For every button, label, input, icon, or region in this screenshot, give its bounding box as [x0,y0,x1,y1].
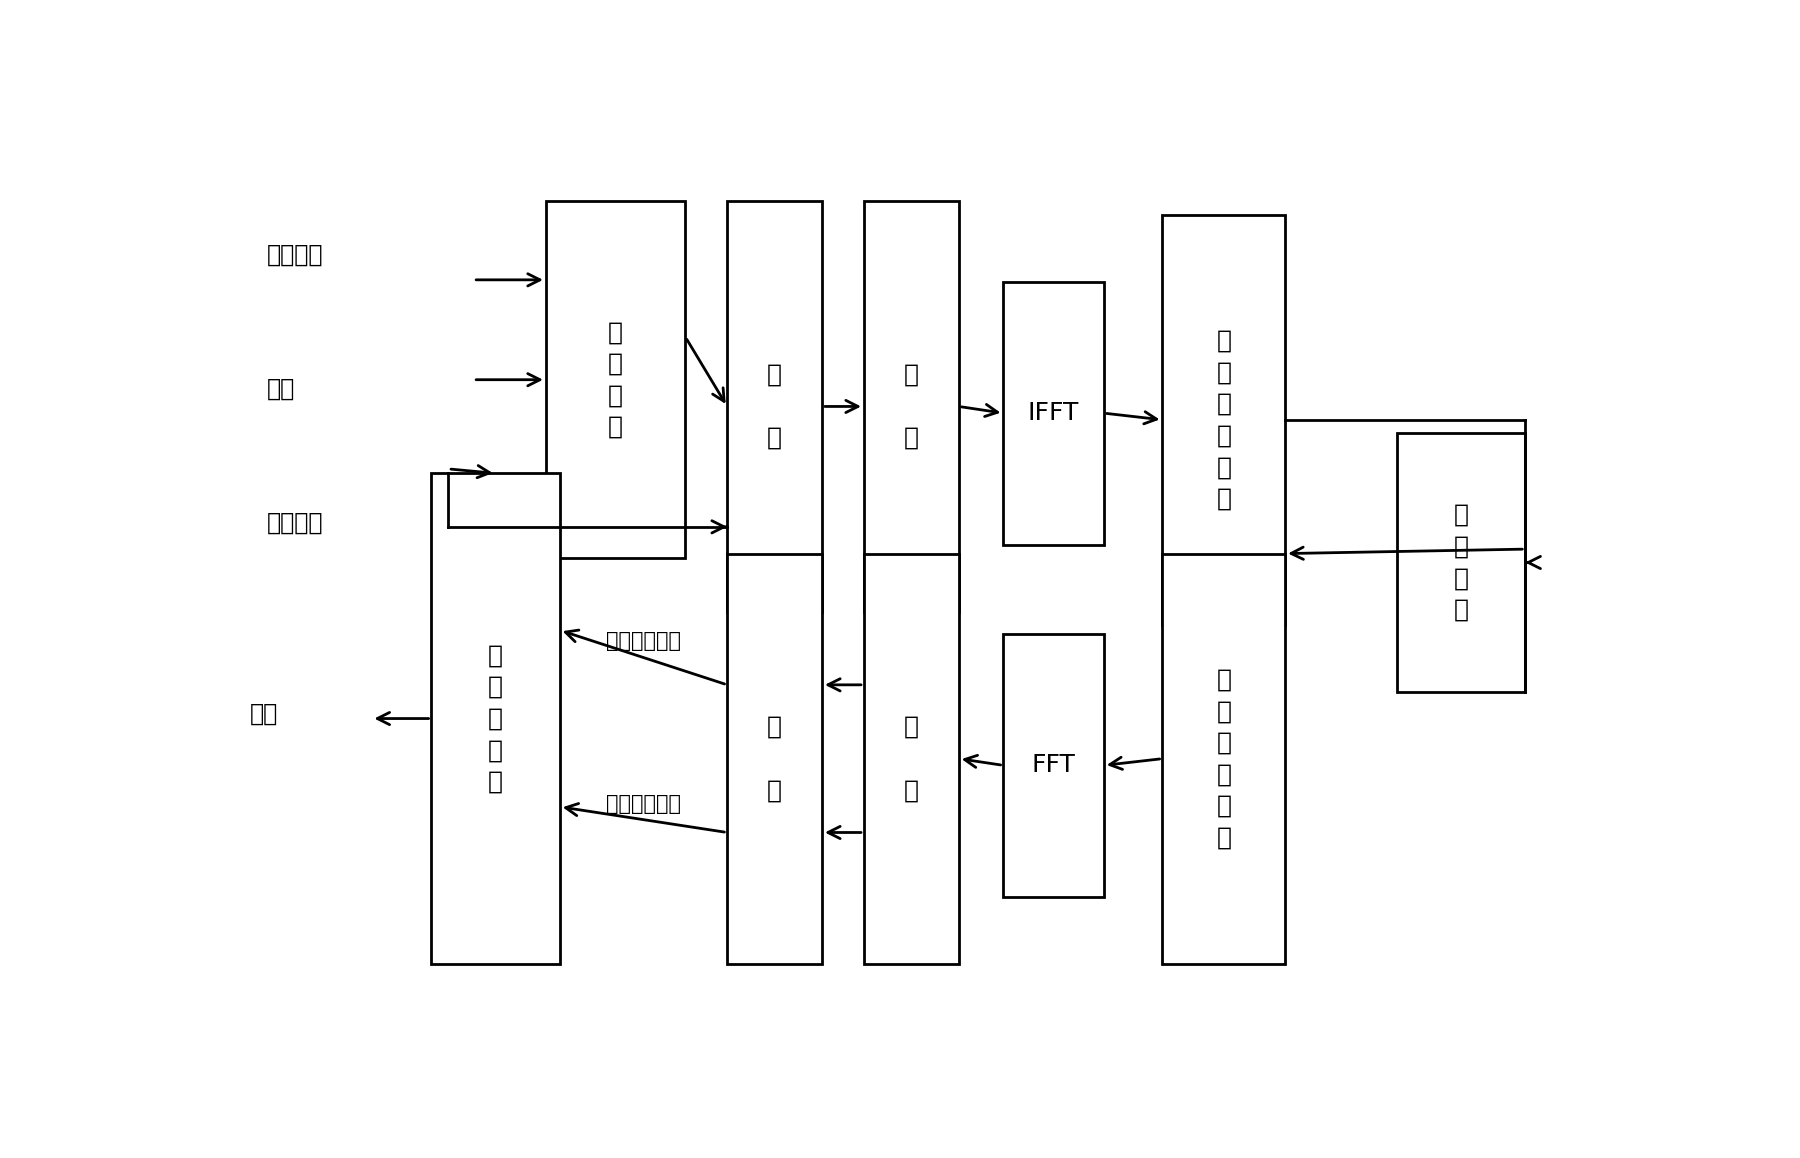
Bar [545,201,686,558]
Text: 去

零: 去 零 [904,714,918,802]
Bar [1163,554,1285,963]
Text: 补

零: 补 零 [904,362,918,450]
Text: FFT: FFT [1031,754,1076,777]
Text: 加
入
循
环
前
缀: 加 入 循 环 前 缀 [1217,329,1231,511]
Bar [1163,214,1285,625]
Text: 接收训练数据: 接收训练数据 [607,631,680,652]
Text: 训练数据: 训练数据 [266,511,324,534]
Bar [432,474,560,963]
Text: 去
除
循
环
前
缀: 去 除 循 环 前 缀 [1217,668,1231,850]
Text: 输出: 输出 [250,702,279,726]
Bar [864,201,959,611]
Text: 拆

帧: 拆 帧 [767,714,783,802]
Text: 信源数据: 信源数据 [266,243,324,266]
Text: 插
入
导
频: 插 入 导 频 [608,321,623,439]
Text: 装

帧: 装 帧 [767,362,783,450]
Bar [727,554,823,963]
Text: IFFT: IFFT [1028,401,1080,425]
Text: 导频: 导频 [266,376,295,401]
Text: 无
线
信
道: 无 线 信 道 [1453,503,1469,622]
Bar [1397,433,1525,691]
Bar [727,201,823,611]
Text: 信
道
均
衡
器: 信 道 均 衡 器 [488,644,504,793]
Bar [864,554,959,963]
Bar [1003,633,1103,897]
Text: 接收信源数据: 接收信源数据 [607,793,680,814]
Bar [1003,281,1103,544]
